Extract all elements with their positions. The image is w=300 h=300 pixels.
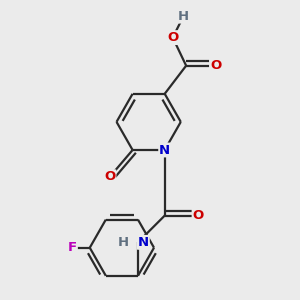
Text: O: O [104,170,116,183]
Text: N: N [159,143,170,157]
Text: H: H [118,236,129,249]
Text: N: N [138,236,149,249]
Text: F: F [68,241,77,254]
Text: O: O [210,59,221,72]
Text: H: H [178,10,189,23]
Text: O: O [167,31,178,44]
Text: O: O [193,209,204,222]
